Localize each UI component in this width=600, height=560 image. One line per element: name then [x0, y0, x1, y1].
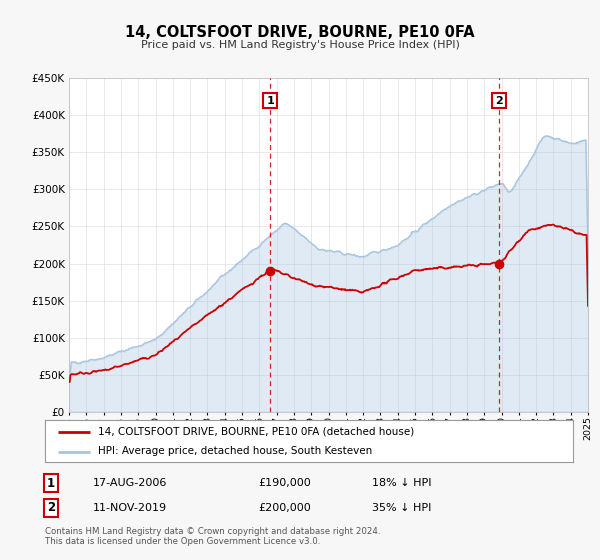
Text: 2: 2 — [47, 501, 55, 515]
Text: £200,000: £200,000 — [258, 503, 311, 513]
Text: 14, COLTSFOOT DRIVE, BOURNE, PE10 0FA (detached house): 14, COLTSFOOT DRIVE, BOURNE, PE10 0FA (d… — [98, 427, 414, 437]
Text: 1: 1 — [266, 96, 274, 106]
Text: Contains HM Land Registry data © Crown copyright and database right 2024.: Contains HM Land Registry data © Crown c… — [45, 528, 380, 536]
Text: 14, COLTSFOOT DRIVE, BOURNE, PE10 0FA: 14, COLTSFOOT DRIVE, BOURNE, PE10 0FA — [125, 25, 475, 40]
Text: £190,000: £190,000 — [258, 478, 311, 488]
Text: Price paid vs. HM Land Registry's House Price Index (HPI): Price paid vs. HM Land Registry's House … — [140, 40, 460, 50]
Text: 35% ↓ HPI: 35% ↓ HPI — [372, 503, 431, 513]
Text: 18% ↓ HPI: 18% ↓ HPI — [372, 478, 431, 488]
Text: 17-AUG-2006: 17-AUG-2006 — [93, 478, 167, 488]
Text: This data is licensed under the Open Government Licence v3.0.: This data is licensed under the Open Gov… — [45, 537, 320, 546]
Text: 2: 2 — [495, 96, 503, 106]
Text: 1: 1 — [47, 477, 55, 490]
Text: HPI: Average price, detached house, South Kesteven: HPI: Average price, detached house, Sout… — [98, 446, 372, 456]
Text: 11-NOV-2019: 11-NOV-2019 — [93, 503, 167, 513]
